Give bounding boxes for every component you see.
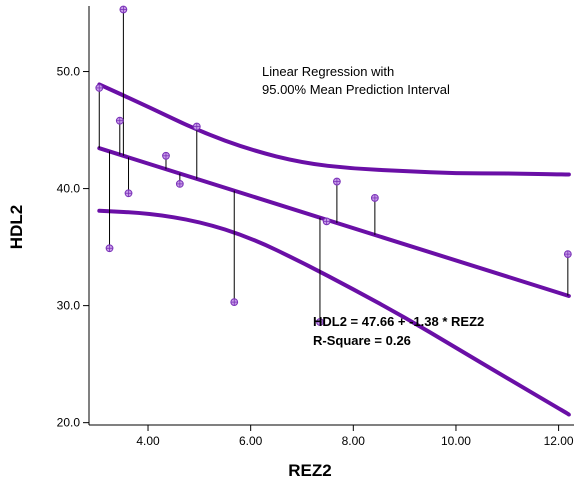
x-tick-label: 4.00 (136, 434, 160, 448)
residual-lines-layer (98, 9, 569, 323)
data-point (370, 194, 379, 202)
annotation-line-1: Linear Regression with (262, 64, 394, 79)
data-point (95, 84, 104, 92)
lower-prediction-band (97, 208, 571, 417)
data-point (192, 122, 201, 131)
data-point (105, 244, 114, 253)
x-axis-title: REZ2 (288, 461, 331, 480)
annotation-line-2: 95.00% Mean Prediction Interval (262, 82, 450, 97)
y-tick-label: 30.0 (57, 299, 81, 313)
data-point (162, 151, 170, 160)
data-point (115, 116, 124, 125)
x-tick-label: 8.00 (342, 434, 366, 448)
data-point (332, 177, 341, 186)
y-tick-label: 40.0 (57, 182, 81, 196)
prediction-interval-layer (97, 82, 571, 417)
data-point (563, 250, 572, 259)
y-tick-label: 20.0 (57, 416, 81, 430)
regression-equation: HDL2 = 47.66 + -1.38 * REZ2 (313, 314, 484, 329)
axes-group (88, 6, 574, 426)
data-point (316, 318, 324, 326)
regression-line (97, 146, 571, 298)
data-point (175, 179, 184, 188)
x-tick-label: 12.00 (544, 434, 574, 448)
x-tick-label: 6.00 (239, 434, 263, 448)
r-square-label: R-Square = 0.26 (313, 333, 411, 348)
upper-prediction-band (97, 82, 571, 177)
tick-layer: 4.00 6.00 8.00 10.00 12.00 20.0 30.0 40.0 50.0 (57, 65, 574, 448)
y-tick-label: 50.0 (57, 65, 81, 79)
data-points-layer (95, 5, 572, 326)
data-point (119, 5, 128, 14)
x-tick-label: 10.00 (441, 434, 471, 448)
data-point (230, 298, 239, 307)
data-point (124, 189, 133, 198)
y-axis-title: HDL2 (7, 205, 26, 249)
data-point (322, 217, 331, 226)
